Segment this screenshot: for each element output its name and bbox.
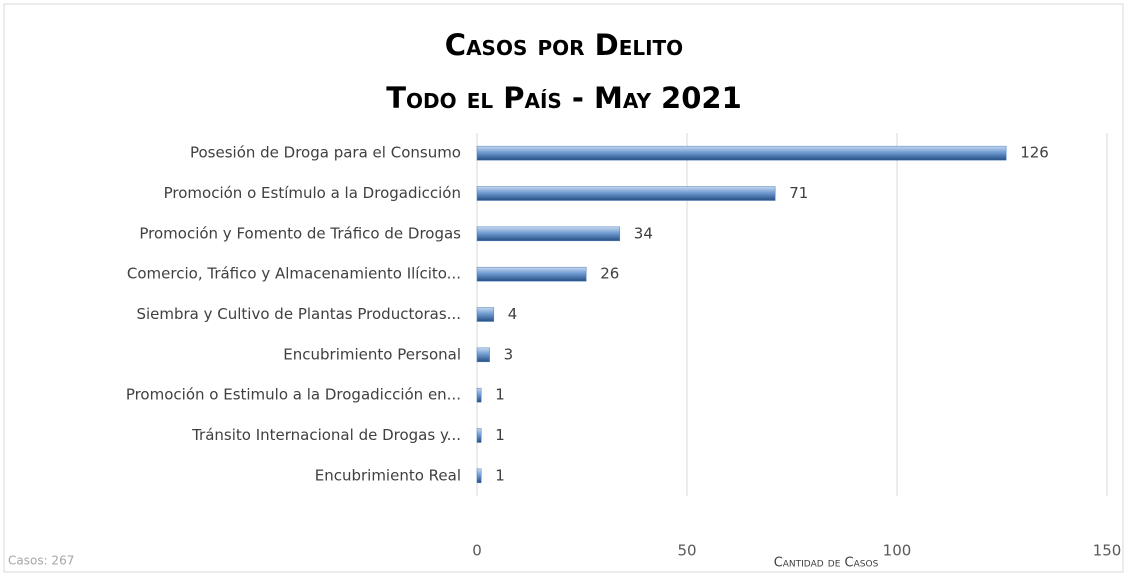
- bar: [476, 347, 490, 363]
- data-label: 26: [600, 265, 619, 283]
- y-tick-label: Promoción o Estimulo a la Drogadicción e…: [126, 386, 461, 404]
- data-label: 71: [789, 184, 808, 202]
- x-tick-label: 150: [1093, 542, 1122, 560]
- chart-title: Casos por Delito: [445, 28, 683, 62]
- data-label: 34: [634, 224, 653, 242]
- x-tick-label: 50: [677, 542, 696, 560]
- data-label: 1: [495, 466, 505, 484]
- data-label: 126: [1020, 144, 1049, 162]
- y-tick-label: Promoción y Fomento de Tráfico de Drogas: [139, 224, 461, 242]
- bar: [476, 307, 495, 322]
- y-tick-label: Tránsito Internacional de Drogas y...: [191, 426, 461, 444]
- y-tick-label: Encubrimiento Personal: [283, 345, 461, 363]
- data-label: 1: [495, 426, 505, 444]
- bar: [476, 186, 776, 201]
- annotation: Casos: 267: [8, 554, 74, 568]
- x-axis-label: Cantidad de Casos: [774, 556, 879, 571]
- bar: [476, 428, 482, 443]
- chart-subtitle: Todo el País - May 2021: [386, 81, 742, 115]
- bar: [476, 226, 621, 242]
- chart-border: [3, 3, 1124, 573]
- x-tick-label: 0: [472, 542, 482, 560]
- y-tick-label: Promoción o Estímulo a la Drogadicción: [164, 184, 461, 202]
- y-tick-label: Comercio, Tráfico y Almacenamiento Ilíci…: [127, 265, 461, 283]
- y-tick-label: Encubrimiento Real: [315, 466, 461, 484]
- data-label: 4: [508, 305, 518, 323]
- bar: [476, 387, 482, 403]
- x-tick-label: 100: [883, 542, 912, 560]
- bar: [476, 468, 482, 484]
- bar: [476, 266, 587, 282]
- y-tick-label: Siembra y Cultivo de Plantas Productoras…: [136, 305, 461, 323]
- y-tick-label: Posesión de Droga para el Consumo: [190, 144, 461, 162]
- data-label: 1: [495, 386, 505, 404]
- bar: [476, 145, 1007, 161]
- data-label: 3: [504, 345, 514, 363]
